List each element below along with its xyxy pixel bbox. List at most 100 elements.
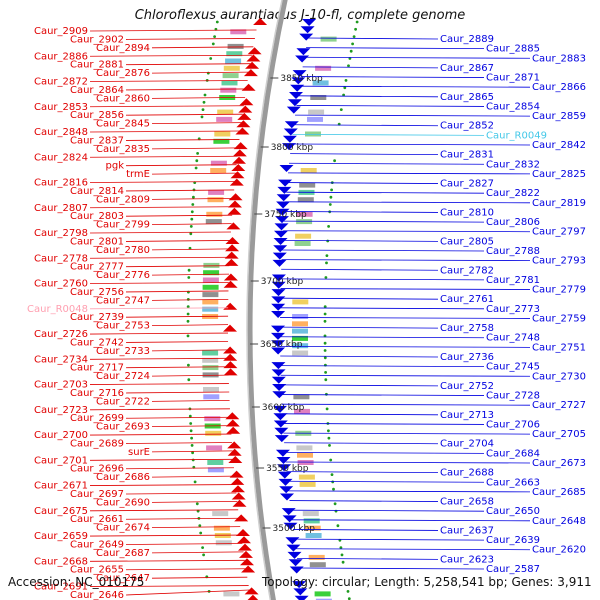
reverse-gene-arrow <box>273 260 287 267</box>
gene-label: Caur_2797 <box>532 227 586 238</box>
gc-dot <box>329 459 332 462</box>
gc-dot <box>325 393 328 396</box>
gc-dot <box>325 262 328 265</box>
forward-gene-arrow <box>223 325 237 332</box>
gc-dot <box>187 378 190 381</box>
gene-label: trmE <box>126 169 150 180</box>
leader-line <box>280 298 438 299</box>
leader-line <box>126 240 231 241</box>
gene-label: Caur_2779 <box>532 285 586 296</box>
reverse-gene-arrow <box>271 326 285 333</box>
reverse-gene-arrow <box>280 494 294 501</box>
accession-text: Accession: NC_010175 <box>8 575 144 589</box>
function-block <box>206 445 222 450</box>
gc-dot <box>201 546 204 549</box>
leader-line <box>126 114 243 115</box>
gene-label: Caur_2648 <box>532 516 586 527</box>
leader-line <box>90 106 244 107</box>
gc-dot <box>330 196 333 199</box>
reverse-gene-arrow <box>277 187 291 194</box>
leader-line <box>301 77 484 78</box>
forward-gene-arrow <box>246 595 260 600</box>
function-block <box>310 562 326 567</box>
leader-line <box>280 327 438 328</box>
function-block <box>202 307 218 312</box>
function-block <box>315 66 331 71</box>
gc-dot <box>191 210 194 213</box>
leader-line <box>280 346 530 347</box>
gc-dot <box>324 371 327 374</box>
leader-line <box>152 325 228 326</box>
forward-gene-arrow <box>232 157 246 164</box>
leader-line <box>280 366 484 367</box>
forward-gene-arrow <box>224 368 238 375</box>
leader-line <box>290 154 438 155</box>
function-block <box>202 365 218 370</box>
function-block <box>292 314 308 319</box>
gc-dot <box>187 320 190 323</box>
function-block <box>203 387 219 392</box>
leader-line <box>283 433 530 434</box>
gc-dot <box>356 21 359 24</box>
leader-line <box>126 493 236 494</box>
leader-line <box>126 442 232 443</box>
reverse-gene-arrow <box>271 311 285 318</box>
gc-dot <box>187 364 190 367</box>
function-block <box>205 431 221 436</box>
forward-gene-arrow <box>238 544 252 551</box>
function-block <box>292 321 308 326</box>
gc-dot <box>199 532 202 535</box>
leader-line <box>286 192 484 193</box>
gc-dot <box>329 203 332 206</box>
reverse-gene-arrow <box>282 508 296 515</box>
gc-dot <box>324 313 327 316</box>
leader-line <box>299 86 530 87</box>
function-block <box>208 197 224 202</box>
function-block <box>309 555 325 560</box>
function-block <box>208 190 224 195</box>
leader-line <box>281 269 438 270</box>
function-block <box>292 351 308 356</box>
reverse-gene-arrow <box>293 588 307 595</box>
gc-dot <box>324 378 327 381</box>
forward-gene-arrow <box>226 427 240 434</box>
reverse-gene-arrow <box>301 26 315 33</box>
forward-gene-arrow <box>232 493 246 500</box>
leader-line <box>90 384 229 385</box>
function-block <box>216 117 232 122</box>
leader-line <box>285 202 530 203</box>
leader-line <box>90 156 238 157</box>
gc-dot <box>192 196 195 199</box>
function-block <box>202 299 218 304</box>
gc-dot <box>195 159 198 162</box>
leader-line <box>296 549 530 550</box>
forward-gene-arrow <box>248 47 262 54</box>
scale-tick-label: 3800 kbp <box>271 143 314 153</box>
gc-dot <box>327 429 330 432</box>
forward-gene-arrow <box>233 500 247 507</box>
function-block <box>216 540 232 545</box>
reverse-gene-arrow <box>289 559 303 566</box>
leader-line <box>152 451 233 452</box>
reverse-gene-arrow <box>276 202 290 209</box>
gc-dot <box>325 276 328 279</box>
gene-label: Caur_2747 <box>96 295 150 306</box>
gene-label: Caur_2587 <box>486 564 540 575</box>
gene-label: Caur_2883 <box>532 53 586 64</box>
reverse-gene-arrow <box>283 136 297 143</box>
leader-line <box>90 257 230 258</box>
gene-label: Caur_2674 <box>96 523 150 534</box>
reverse-gene-arrow <box>271 296 285 303</box>
gene-label: Caur_2799 <box>96 220 150 231</box>
gc-dot <box>351 43 354 46</box>
function-block <box>228 44 244 49</box>
leader-line <box>283 231 530 232</box>
reverse-gene-arrow <box>285 537 299 544</box>
gene-label: Caur_2722 <box>96 396 150 407</box>
gc-dot <box>216 21 219 24</box>
leader-line <box>282 260 530 261</box>
leader-line <box>152 400 230 401</box>
gene-label: Caur_2686 <box>96 472 150 483</box>
gc-dot <box>326 254 329 257</box>
function-block <box>300 482 316 487</box>
